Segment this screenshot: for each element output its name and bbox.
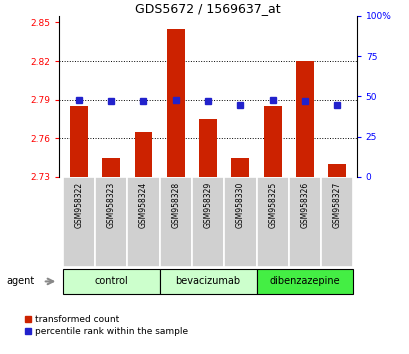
Bar	[70, 106, 88, 177]
Bar	[166, 29, 184, 177]
Text: GSM958325: GSM958325	[267, 182, 276, 228]
FancyBboxPatch shape	[95, 177, 127, 267]
Title: GDS5672 / 1569637_at: GDS5672 / 1569637_at	[135, 2, 280, 15]
Text: GSM958327: GSM958327	[332, 182, 341, 228]
Bar	[295, 61, 313, 177]
Text: GSM958323: GSM958323	[106, 182, 115, 228]
FancyBboxPatch shape	[63, 269, 159, 294]
Text: GSM958330: GSM958330	[235, 182, 244, 228]
Legend: transformed count, percentile rank within the sample: transformed count, percentile rank withi…	[25, 315, 188, 337]
FancyBboxPatch shape	[256, 177, 288, 267]
Text: GSM958328: GSM958328	[171, 182, 180, 228]
FancyBboxPatch shape	[63, 177, 95, 267]
Text: GSM958324: GSM958324	[139, 182, 148, 228]
Text: GSM958329: GSM958329	[203, 182, 212, 228]
FancyBboxPatch shape	[159, 177, 191, 267]
FancyBboxPatch shape	[256, 269, 353, 294]
Text: GSM958322: GSM958322	[74, 182, 83, 228]
Bar	[134, 132, 152, 177]
Bar	[199, 119, 216, 177]
FancyBboxPatch shape	[159, 269, 256, 294]
FancyBboxPatch shape	[288, 177, 320, 267]
Text: control: control	[94, 276, 128, 286]
FancyBboxPatch shape	[320, 177, 353, 267]
Bar	[263, 106, 281, 177]
Text: dibenzazepine: dibenzazepine	[269, 276, 339, 286]
FancyBboxPatch shape	[127, 177, 159, 267]
Bar	[102, 158, 120, 177]
Text: agent: agent	[6, 276, 34, 286]
Bar	[328, 164, 345, 177]
Bar	[231, 158, 249, 177]
Text: bevacizumab: bevacizumab	[175, 276, 240, 286]
Text: GSM958326: GSM958326	[300, 182, 309, 228]
FancyBboxPatch shape	[191, 177, 224, 267]
FancyBboxPatch shape	[224, 177, 256, 267]
